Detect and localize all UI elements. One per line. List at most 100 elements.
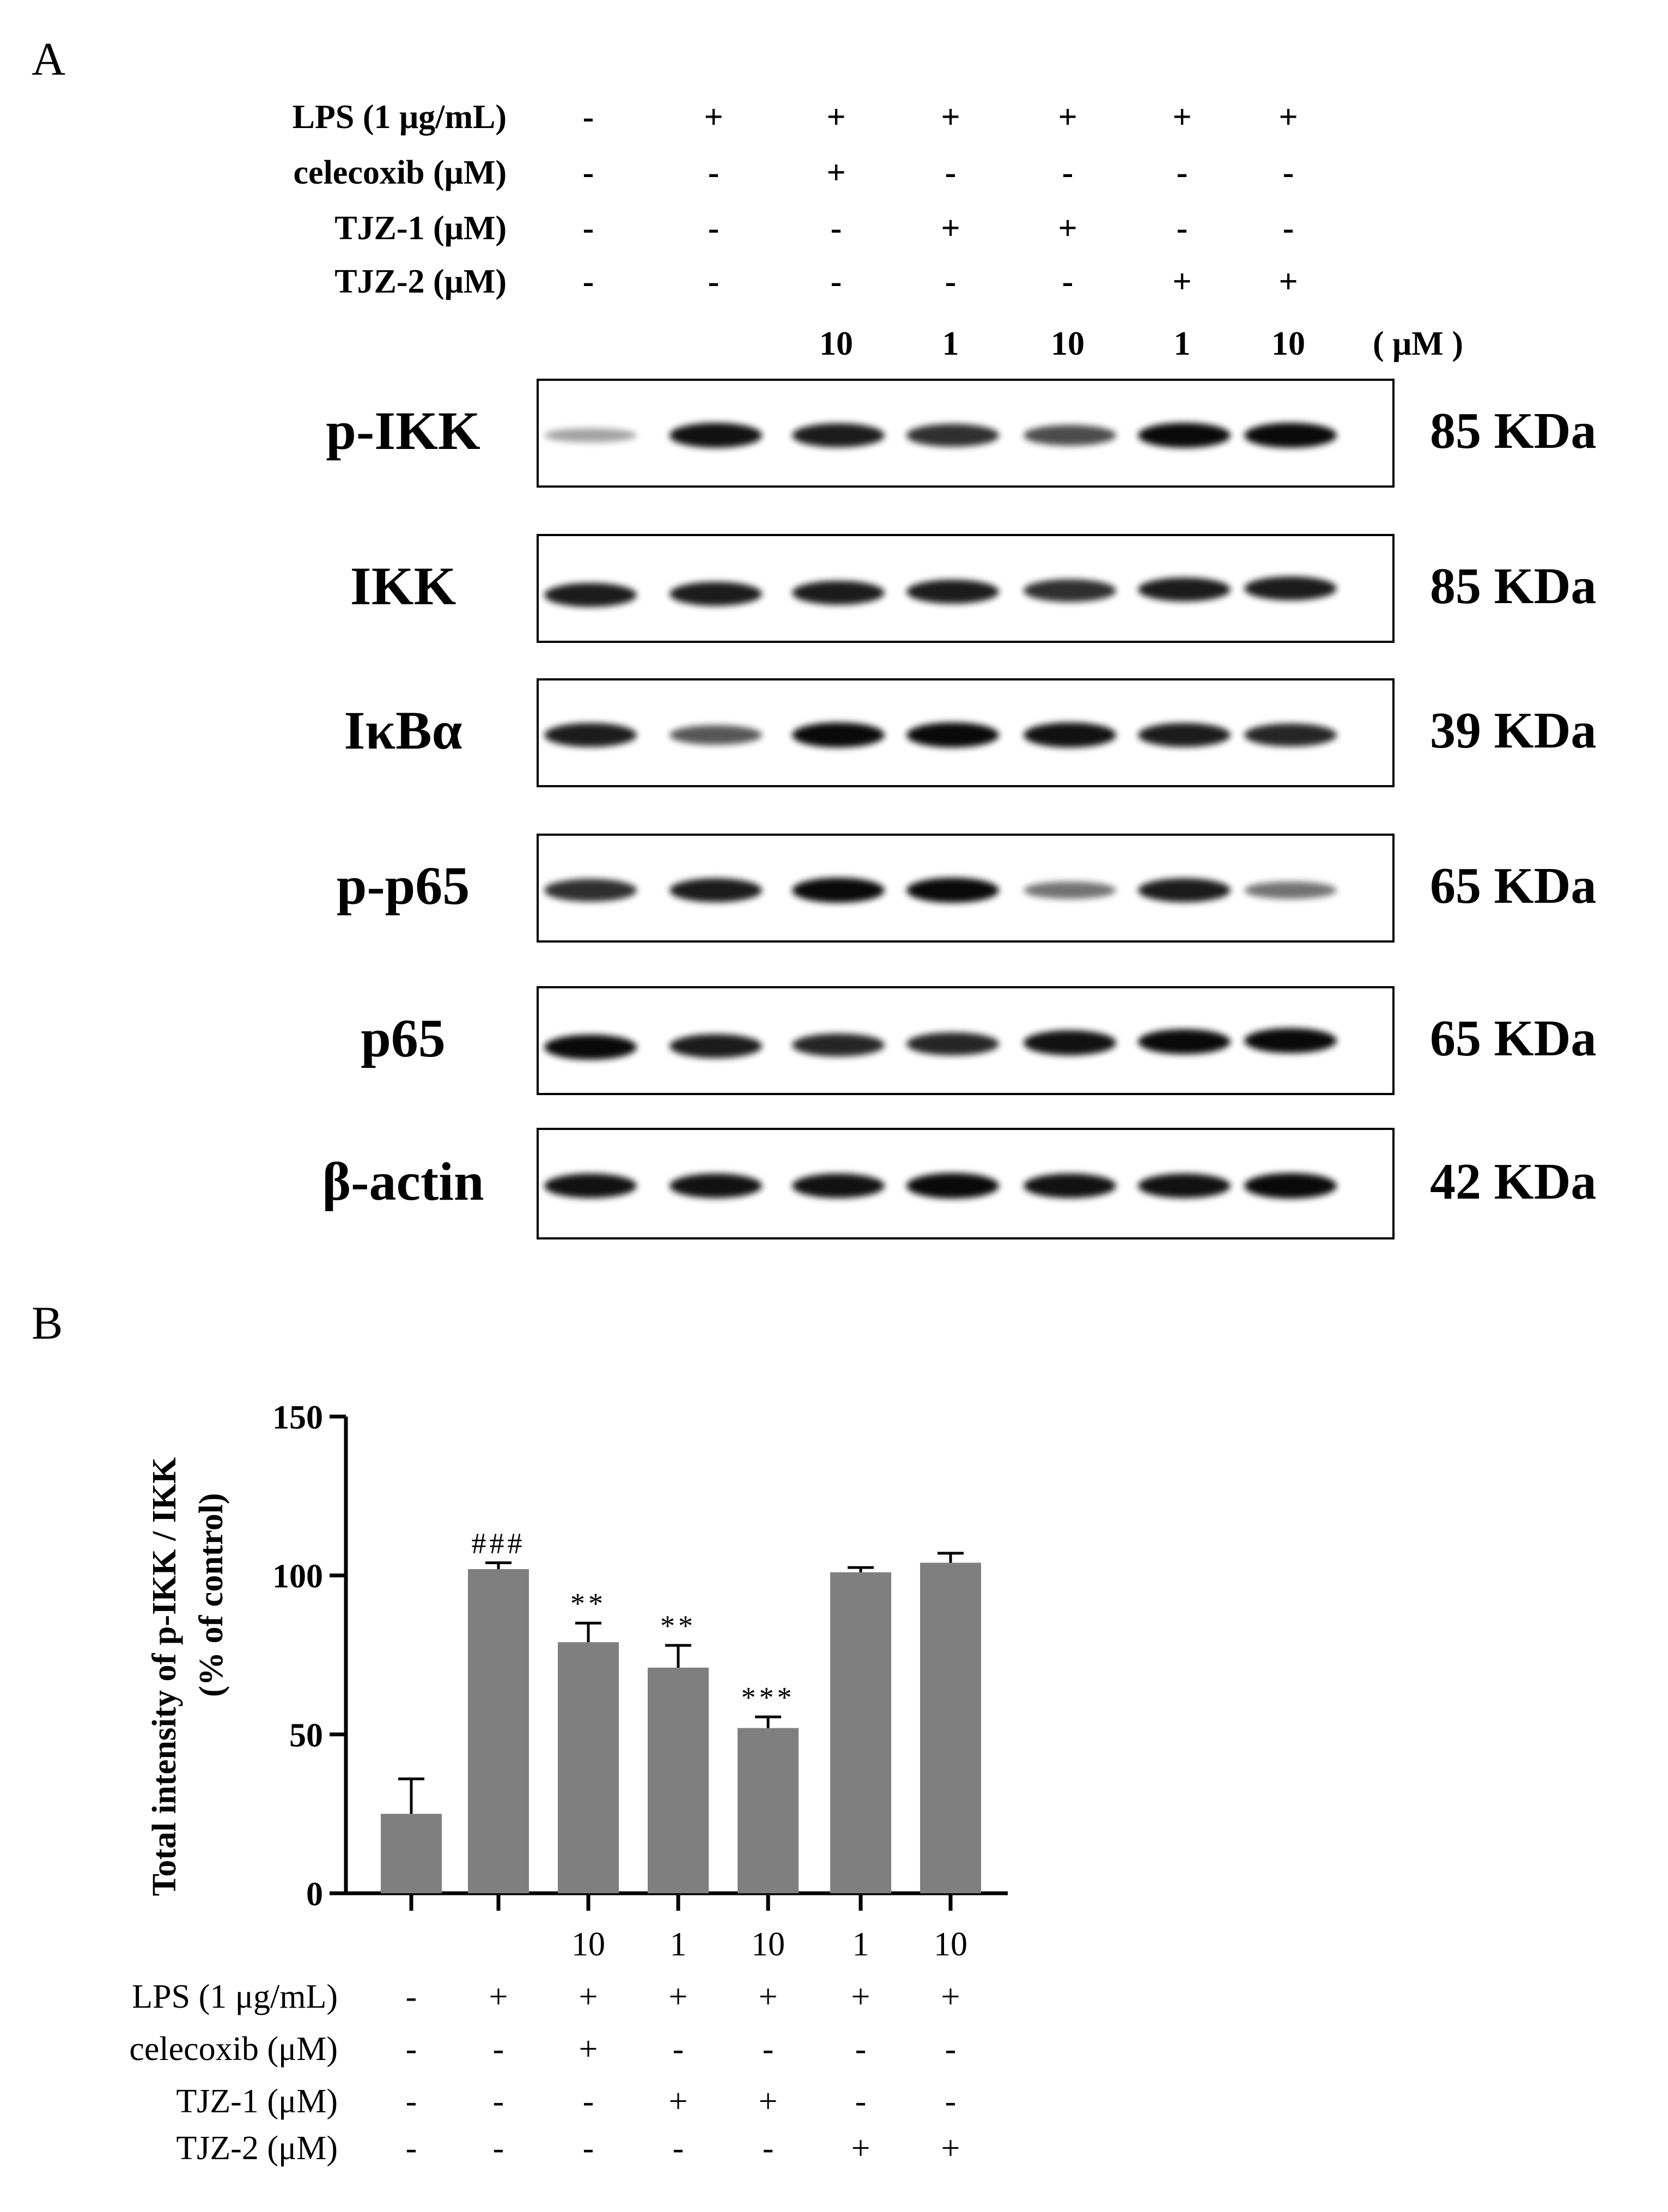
panel-b-row-label: TJZ-2 (μM) — [176, 2130, 338, 2167]
y-tick-label: 100 — [272, 1558, 323, 1595]
panel-b-treatment-symbol: + — [668, 1978, 688, 2015]
panel-b-treatment-symbol: + — [489, 1978, 508, 2015]
panel-b-treatment-symbol: - — [945, 2083, 957, 2120]
panel-b-row-label: celecoxib (μM) — [129, 2031, 338, 2068]
blot-band — [1138, 422, 1231, 448]
molecular-weight-label: 85 KDa — [1430, 403, 1597, 459]
panel-b-treatment-symbol: - — [405, 1978, 417, 2015]
significance-marker: ** — [570, 1587, 606, 1620]
panel-b-letter: B — [32, 1297, 63, 1349]
panel-b-concentration: 10 — [571, 1926, 605, 1963]
blot-band — [669, 1034, 762, 1059]
panel-a-treatment-symbol: - — [1062, 263, 1074, 300]
y-axis-label: Total intensity of p-IKK / IKK (% of cont… — [146, 1457, 230, 1897]
panel-a-concentration: 1 — [1173, 325, 1191, 362]
panel-a-treatment-symbol: - — [830, 263, 842, 300]
blot-band — [906, 1173, 999, 1199]
blot-3 — [537, 834, 1395, 943]
panel-a-treatment-symbol: - — [708, 210, 720, 247]
panel-a-treatment-symbol: + — [1172, 263, 1192, 300]
panel-a-row-label: LPS (1 μg/mL) — [292, 99, 507, 136]
blot-band — [1024, 1030, 1116, 1055]
panel-b-treatment-symbol: - — [492, 2130, 504, 2167]
molecular-weight-label: 39 KDa — [1430, 702, 1597, 759]
bar — [558, 1642, 619, 1893]
panel-b-treatment-symbol: - — [762, 2130, 774, 2167]
blot-band — [1138, 1029, 1231, 1055]
protein-label: IKK — [350, 556, 456, 616]
panel-b-treatment-symbol: - — [582, 2130, 594, 2167]
protein-label: p-p65 — [336, 855, 470, 916]
blot-band — [1024, 1173, 1116, 1199]
panel-b-treatment-symbol: + — [941, 2130, 960, 2167]
blot-band — [669, 581, 762, 606]
panel-a-treatment-symbol: - — [582, 210, 594, 247]
blot-band — [1244, 1173, 1337, 1199]
blot-band — [1244, 723, 1337, 747]
blot-band — [544, 879, 637, 902]
panel-b-concentration: 1 — [852, 1926, 869, 1963]
blot-band — [1024, 881, 1116, 900]
panel-a-treatment-symbol: - — [582, 99, 594, 136]
blot-band — [1024, 425, 1116, 446]
panel-a-treatment-symbol: + — [826, 99, 846, 136]
panel-b-treatment-symbol: - — [672, 2031, 684, 2068]
panel-a-concentration: 10 — [1271, 325, 1305, 362]
panel-a-treatment-symbol: - — [1282, 210, 1294, 247]
blot-band — [792, 1033, 885, 1057]
panel-a-concentration: 1 — [942, 325, 959, 362]
panel-b-treatment-symbol: + — [851, 1978, 870, 2015]
blot-band — [906, 1032, 999, 1056]
panel-a-treatment-symbol: + — [1058, 210, 1077, 247]
blot-band — [669, 1173, 762, 1199]
panel-a-row-label: TJZ-2 (μM) — [334, 263, 507, 300]
panel-b-row-label: LPS (1 μg/mL) — [132, 1978, 338, 2015]
blot-band — [544, 428, 637, 442]
panel-a-treatment-symbol: - — [582, 154, 594, 191]
blot-band — [544, 1034, 637, 1060]
blot-band — [1244, 1028, 1337, 1054]
blot-band — [1244, 576, 1337, 601]
panel-a-letter: A — [32, 33, 66, 85]
bar — [738, 1728, 799, 1893]
panel-b-treatment-symbol: - — [672, 2130, 684, 2167]
panel-a-treatment-symbol: + — [941, 210, 960, 247]
blot-band — [906, 579, 999, 604]
panel-b-treatment-symbol: - — [945, 2031, 957, 2068]
blot-2 — [537, 678, 1395, 787]
blot-band — [669, 423, 762, 448]
blot-band — [669, 878, 762, 903]
blot-band — [1138, 577, 1231, 602]
blot-band — [792, 877, 885, 903]
blot-1 — [537, 534, 1395, 643]
y-axis-label-line1: Total intensity of p-IKK / IKK — [146, 1457, 183, 1897]
panel-a-treatment-symbol: - — [830, 210, 842, 247]
panel-b-treatment-symbol: - — [762, 2031, 774, 2068]
panel-b-row-label: TJZ-1 (μM) — [176, 2083, 338, 2120]
panel-b-treatment-symbol: + — [758, 2083, 778, 2120]
y-tick-label: 0 — [306, 1876, 323, 1913]
panel-a-treatment-symbol: - — [708, 154, 720, 191]
panel-a-row-label: TJZ-1 (μM) — [334, 210, 507, 247]
blot-band — [669, 725, 762, 745]
panel-a-treatment-symbol: + — [1279, 263, 1298, 300]
molecular-weight-label: 85 KDa — [1430, 558, 1597, 615]
panel-a-treatment-symbol: - — [1176, 210, 1188, 247]
blot-band — [906, 722, 999, 748]
panel-b-treatment-symbol: - — [492, 2083, 504, 2120]
panel-b-treatment-symbol: - — [855, 2083, 867, 2120]
y-axis: 0 50 100 150 — [272, 1399, 348, 1913]
significance-marker: ** — [660, 1609, 696, 1642]
blot-band — [1024, 579, 1116, 602]
panel-a-concentration: 10 — [1051, 325, 1085, 362]
panel-b-concentration: 10 — [934, 1926, 967, 1963]
protein-label: p65 — [361, 1008, 446, 1068]
molecular-weight-label: 65 KDa — [1430, 858, 1597, 914]
bar — [468, 1569, 529, 1893]
panel-a-concentration: 10 — [819, 325, 853, 362]
panel-a-row-label: celecoxib (μM) — [293, 154, 507, 191]
significance-marker: ### — [472, 1527, 526, 1559]
blot-band — [792, 722, 885, 748]
x-axis — [346, 1891, 1008, 1911]
